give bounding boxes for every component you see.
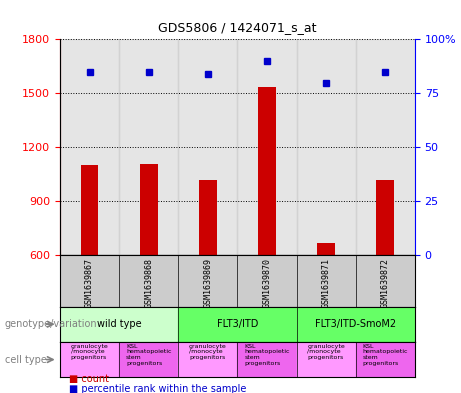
Bar [60,307,178,342]
Bar [60,342,119,377]
Bar [119,39,178,255]
Text: GSM1639872: GSM1639872 [381,258,390,308]
Bar [237,39,296,255]
Text: GSM1639869: GSM1639869 [203,258,213,308]
Text: wild type: wild type [97,319,142,329]
Text: FLT3/ITD-SmoM2: FLT3/ITD-SmoM2 [315,319,396,329]
Text: granulocyte
/monocyte
progenitors: granulocyte /monocyte progenitors [189,343,227,360]
Text: granulocyte
/monocyte
progenitors: granulocyte /monocyte progenitors [307,343,345,360]
Bar [60,39,119,255]
Bar [296,39,356,255]
Bar [296,342,356,377]
Bar [140,165,158,255]
Bar [377,180,394,255]
Text: GSM1639870: GSM1639870 [262,258,272,308]
Text: genotype/variation: genotype/variation [5,319,97,329]
Bar [178,342,237,377]
Text: GSM1639868: GSM1639868 [144,258,153,308]
Bar [237,342,296,377]
Bar [178,39,237,255]
Bar [119,342,178,377]
Bar [199,180,217,255]
Bar [356,39,415,255]
Bar [81,165,98,255]
Text: KSL
hematopoietic
stem
progenitors: KSL hematopoietic stem progenitors [362,343,408,366]
Bar [258,87,276,255]
Text: cell type: cell type [5,354,47,365]
Title: GDS5806 / 1424071_s_at: GDS5806 / 1424071_s_at [158,21,317,34]
Bar [178,307,296,342]
Text: FLT3/ITD: FLT3/ITD [217,319,258,329]
Bar [317,243,335,255]
Text: KSL
hematopoietic
stem
progenitors: KSL hematopoietic stem progenitors [126,343,171,366]
Text: GSM1639867: GSM1639867 [85,258,94,308]
Bar [356,342,415,377]
Text: GSM1639871: GSM1639871 [322,258,331,308]
Bar [296,307,415,342]
Text: ■ count: ■ count [69,374,109,384]
Text: granulocyte
/monocyte
progenitors: granulocyte /monocyte progenitors [71,343,108,360]
Text: ■ percentile rank within the sample: ■ percentile rank within the sample [69,384,247,393]
Text: KSL
hematopoietic
stem
progenitors: KSL hematopoietic stem progenitors [244,343,290,366]
